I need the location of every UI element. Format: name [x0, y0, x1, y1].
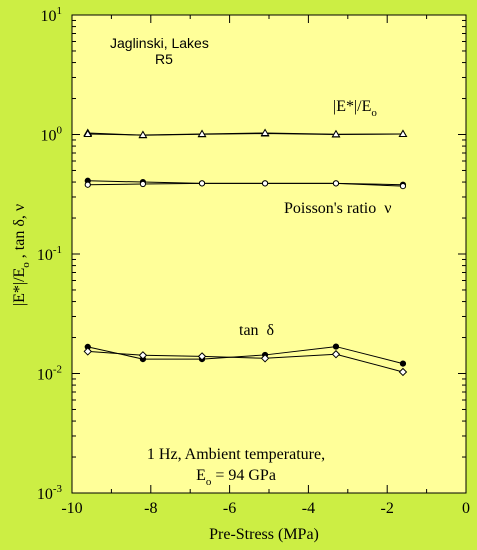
series-group — [83, 128, 408, 377]
data-point-poisson — [332, 180, 340, 187]
data-point-modulus — [138, 130, 148, 139]
data-point-tan — [398, 367, 408, 377]
data-point-modulus — [260, 128, 270, 136]
conditions-line-2: Eo = 94 GPa — [196, 467, 276, 488]
modulus-label: |E*|/Eo — [333, 98, 377, 119]
data-point-tan — [399, 360, 407, 367]
data-point-tan — [197, 352, 207, 361]
plot-area — [71, 14, 467, 494]
x-tick-label: 0 — [462, 500, 470, 517]
conditions-line-1: 1 Hz, Ambient temperature, — [147, 446, 325, 463]
y-tick-label: 100 — [41, 125, 63, 145]
y-tick-label: 101 — [41, 5, 63, 25]
series-line-poisson — [87, 182, 403, 187]
y-tick-label: 10-2 — [37, 364, 62, 384]
data-point-tan — [260, 354, 270, 363]
data-point-poisson — [261, 180, 269, 187]
y-tick-label: 10-3 — [37, 483, 63, 503]
x-axis-label: Pre-Stress (MPa) — [209, 526, 319, 543]
x-tick-label: -8 — [144, 500, 157, 517]
data-point-tan — [138, 351, 148, 360]
data-point-tan — [331, 350, 341, 359]
x-tick-label: -6 — [223, 500, 236, 517]
data-point-modulus — [331, 129, 341, 138]
x-tick-label: -2 — [381, 500, 394, 517]
tick-labels: -10 -8 -6 -4 -2 0 101 100 10-1 10-2 10-3 — [37, 5, 470, 517]
data-point-poisson — [198, 180, 206, 187]
data-point-tan — [83, 347, 92, 356]
data-point-modulus — [197, 129, 207, 137]
y-tick-label: 10-1 — [37, 244, 62, 264]
tan-delta-label: tan δ — [239, 322, 274, 339]
x-tick-label: -4 — [302, 500, 315, 517]
data-point-modulus — [83, 129, 93, 137]
data-point-poisson — [399, 182, 407, 190]
series-line-modulus — [87, 132, 403, 136]
series-line-tan — [87, 350, 404, 373]
poisson-label: Poisson's ratio ν — [284, 200, 391, 217]
data-point-poisson — [84, 181, 91, 188]
y-axis-label: |E*|/Eo , tan δ, ν — [11, 204, 32, 306]
author-annotation: Jaglinski, Lakes — [110, 35, 209, 51]
sample-annotation: R5 — [155, 51, 173, 67]
x-tick-label: -10 — [61, 500, 82, 517]
tick-marks — [71, 14, 467, 494]
data-point-poisson — [139, 180, 147, 188]
data-point-tan — [332, 343, 340, 350]
data-point-modulus — [398, 129, 408, 137]
